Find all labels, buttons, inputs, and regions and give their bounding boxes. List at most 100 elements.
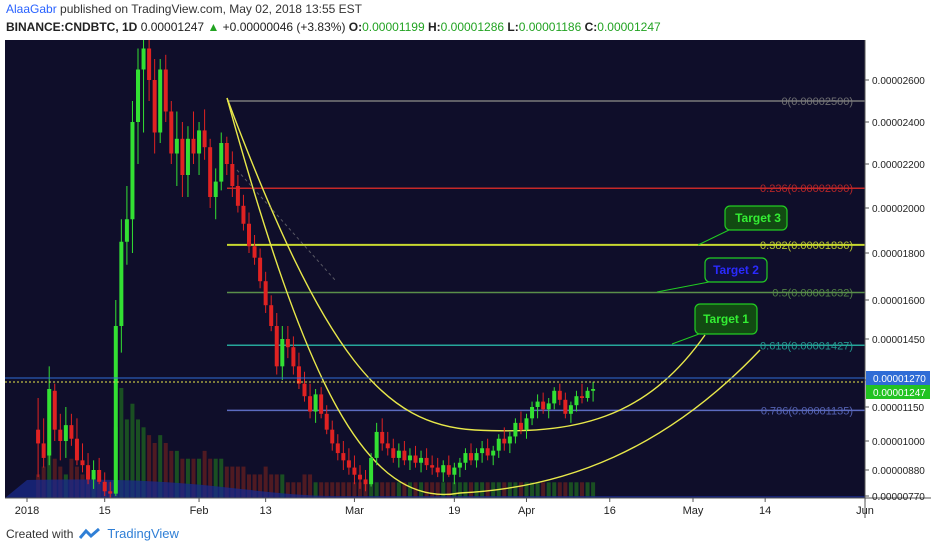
- volume-bar: [319, 482, 324, 498]
- volume-bar: [202, 450, 207, 498]
- candle: [147, 38, 152, 101]
- candle-body: [274, 326, 279, 367]
- x-axis-ticks: 2018 15 Feb 13 Mar 19 Apr 16 May 14 Jun: [15, 498, 874, 517]
- candle: [58, 413, 63, 461]
- candle-body: [41, 443, 46, 458]
- candle-body: [452, 467, 457, 475]
- candle-body: [141, 48, 146, 70]
- candle-body: [496, 438, 501, 451]
- volume-bar: [263, 466, 268, 498]
- candle: [247, 212, 251, 253]
- volume-bar: [47, 450, 52, 498]
- candle: [197, 122, 202, 175]
- fib-label: 0.618(0.00001427): [760, 340, 853, 352]
- current-price-badge-text: 0.00001270: [873, 374, 926, 385]
- fibonacci-levels: 0(0.00002500) 0.236(0.00002090) 0.382(0.00…: [227, 96, 865, 417]
- trend-dotted-line: [236, 169, 336, 281]
- candle: [369, 453, 374, 487]
- candle: [568, 401, 573, 423]
- candle-body: [491, 450, 496, 456]
- candle: [169, 101, 174, 164]
- candle-body: [402, 450, 407, 461]
- volume-bar: [197, 458, 202, 498]
- candle-body: [535, 401, 540, 407]
- volume-bar: [407, 482, 412, 498]
- chart-area[interactable]: 0(0.00002500) 0.236(0.00002090) 0.382(0.00…: [5, 27, 931, 518]
- candle: [507, 431, 512, 454]
- target-box: [704, 257, 768, 283]
- candle-body: [391, 448, 396, 458]
- candle: [574, 390, 579, 412]
- target-box: [724, 205, 788, 231]
- candle-body: [524, 418, 529, 430]
- candle: [530, 401, 535, 426]
- candle: [391, 438, 396, 463]
- volume-bar: [480, 482, 485, 498]
- candle-body: [263, 281, 268, 306]
- tradingview-brand[interactable]: TradingView: [107, 526, 179, 541]
- close-price-badge: 0.00001247: [866, 385, 930, 399]
- volume-bar: [219, 458, 224, 498]
- x-tick-label: Feb: [190, 505, 209, 517]
- candle-body: [530, 407, 535, 419]
- candle: [457, 457, 462, 478]
- fib-label: 0.5(0.00001632): [772, 287, 853, 299]
- candle: [591, 381, 596, 402]
- volume-bar: [69, 458, 74, 498]
- candle: [152, 59, 157, 154]
- volume-bar: [352, 482, 357, 498]
- volume-bar: [568, 482, 573, 498]
- target-callout: Target 1: [671, 303, 758, 345]
- candle: [324, 405, 329, 435]
- target-callout: Target 2: [656, 257, 768, 293]
- candle: [285, 326, 290, 359]
- candle: [496, 434, 501, 458]
- volume-bar: [341, 482, 346, 498]
- candle-body: [241, 205, 246, 224]
- candle-body: [158, 69, 163, 133]
- fib-label: 0.786(0.00001135): [761, 405, 853, 417]
- volume-bar: [280, 474, 285, 498]
- volume-bar: [396, 482, 401, 498]
- candle-body: [424, 457, 429, 466]
- candle-body: [191, 138, 196, 154]
- candle: [518, 411, 523, 435]
- candle: [374, 422, 379, 466]
- price-chart[interactable]: 0(0.00002500) 0.236(0.00002090) 0.382(0.00…: [5, 27, 931, 518]
- volume-bar: [524, 482, 529, 498]
- candle-body: [74, 438, 79, 461]
- candle-body: [507, 436, 512, 444]
- volume-bar: [424, 482, 429, 498]
- candle-body: [485, 448, 490, 456]
- volume-bar: [580, 482, 584, 498]
- volume-bar: [124, 419, 129, 498]
- candle: [180, 122, 185, 197]
- candle: [435, 457, 440, 478]
- candle-body: [113, 326, 118, 494]
- candle-body: [352, 467, 357, 475]
- y-tick-label: 0.00001800: [872, 249, 925, 260]
- symbol-label: BINANCE:CNDBTC, 1D: [6, 20, 138, 34]
- volume-bar: [241, 466, 246, 498]
- volume-bar: [52, 458, 57, 498]
- candle-body: [208, 147, 213, 197]
- author-link[interactable]: AlaaGabr: [6, 2, 57, 16]
- volume-bar: [474, 482, 479, 498]
- candle: [52, 383, 57, 441]
- candle-body: [374, 431, 379, 458]
- volume-bar: [191, 458, 196, 498]
- y-axis-ticks: 0.00002600 0.00002400 0.00002200 0.00002000…: [865, 76, 925, 503]
- candle: [441, 460, 446, 482]
- candle-body: [47, 389, 52, 456]
- candle: [424, 448, 429, 470]
- candle: [69, 413, 74, 446]
- ohlc-line: BINANCE:CNDBTC, 1D 0.00001247 ▲ +0.00000…: [6, 20, 661, 34]
- price-change: +0.00000046 (+3.83%): [222, 20, 346, 34]
- fib-label: 0.382(0.00001836): [760, 240, 853, 252]
- candle-body: [247, 223, 251, 247]
- volume-bar: [152, 443, 157, 498]
- candle: [224, 136, 229, 175]
- candle-body: [474, 453, 479, 461]
- volume-bar: [247, 474, 251, 498]
- candle-body: [358, 474, 362, 480]
